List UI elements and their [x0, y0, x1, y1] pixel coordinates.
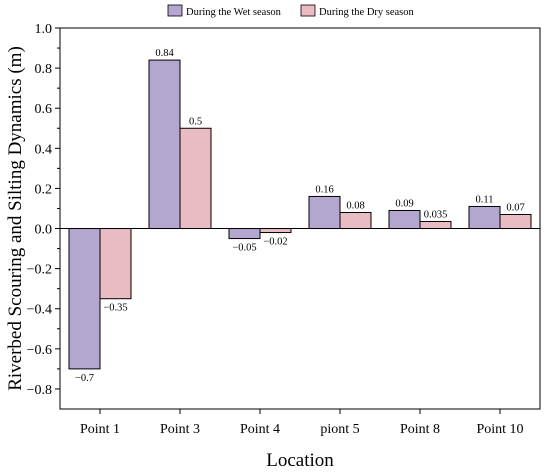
bar-s1-3 — [339, 211, 372, 230]
y-tick-label-9: 1.0 — [35, 22, 53, 37]
y-tick-label-5: 0.2 — [35, 182, 53, 197]
data-label-s1-1: 0.5 — [189, 116, 202, 127]
bar-s0-0 — [68, 228, 101, 370]
data-label-s1-0: −0.35 — [103, 303, 127, 314]
bar-s1-4 — [419, 221, 452, 230]
data-label-s0-1: 0.84 — [155, 48, 174, 59]
data-label-s1-5: 0.07 — [506, 202, 524, 213]
data-label-s0-2: −0.05 — [232, 243, 256, 254]
data-label-s0-0: −0.7 — [75, 373, 94, 384]
data-label-s0-4: 0.09 — [395, 198, 413, 209]
data-label-s1-2: −0.02 — [263, 237, 287, 248]
data-labels: −0.7 0.84 −0.05 0.16 0.09 0.11 −0.35 0.5 −0.02 0.… — [75, 48, 525, 384]
x-tick-label-2: Point 4 — [240, 422, 280, 437]
bar-s1-1 — [179, 127, 212, 230]
x-tick-label-4: Point 8 — [400, 422, 440, 437]
data-label-s1-3: 0.08 — [346, 200, 364, 211]
legend-label-dry: During the Dry season — [319, 7, 415, 18]
bar-s1-5 — [499, 213, 532, 230]
legend-swatch-dry — [300, 4, 316, 17]
x-axis-title: Location — [266, 450, 334, 471]
bar-s0-5 — [468, 205, 501, 230]
bar-s0-4 — [388, 209, 421, 230]
y-axis-ticks: −0.8 −0.6 −0.4 −0.2 0.0 0.2 0.4 0.6 0.8 1.0 — [27, 22, 60, 398]
y-tick-label-2: −0.4 — [27, 303, 52, 318]
data-label-s0-5: 0.11 — [476, 194, 494, 205]
x-tick-label-1: Point 3 — [160, 422, 200, 437]
x-axis-ticks: Point 1 Point 3 Point 4 piont 5 Point 8 Point… — [80, 409, 524, 437]
bars — [68, 59, 532, 370]
plot-frame — [59, 27, 541, 410]
y-tick-label-3: −0.2 — [27, 263, 52, 278]
bar-s1-0 — [99, 228, 132, 300]
y-tick-label-4: 0.0 — [35, 223, 53, 238]
legend-swatch-wet — [167, 4, 183, 17]
y-tick-label-0: −0.8 — [27, 383, 52, 398]
x-tick-label-5: Point 10 — [476, 422, 523, 437]
y-tick-label-1: −0.6 — [27, 343, 52, 358]
data-label-s0-3: 0.16 — [315, 184, 333, 195]
legend: During the Wet season During the Dry sea… — [167, 4, 415, 18]
data-label-s1-4: 0.035 — [424, 210, 448, 221]
x-tick-label-0: Point 1 — [80, 422, 120, 437]
bar-s0-2 — [228, 228, 261, 240]
bar-s0-1 — [148, 59, 181, 230]
legend-label-wet: During the Wet season — [186, 7, 282, 18]
x-tick-label-3: piont 5 — [320, 422, 359, 437]
y-tick-label-8: 0.8 — [35, 62, 53, 77]
y-tick-label-6: 0.4 — [35, 142, 53, 157]
y-tick-label-7: 0.6 — [35, 102, 53, 117]
bar-s1-2 — [259, 228, 292, 234]
bar-s0-3 — [308, 195, 341, 230]
y-axis-title: Riverbed Scouring and Silting Dynamics (… — [5, 46, 26, 391]
